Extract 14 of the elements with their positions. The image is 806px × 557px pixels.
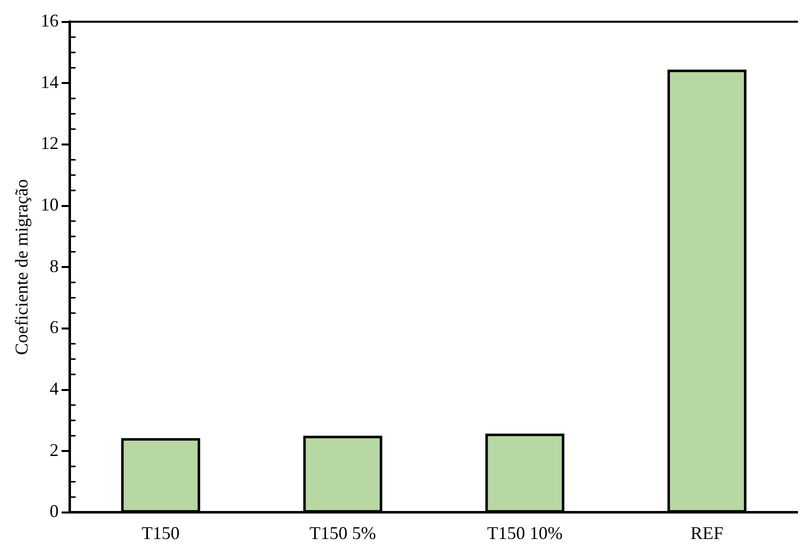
y-tick-label: 14 [40,72,59,92]
y-tick-label: 12 [40,133,59,154]
y-tick-label: 4 [50,378,59,398]
y-tick-label: 0 [50,501,59,522]
y-tick-label: 2 [50,440,59,460]
x-tick-label: T150 5% [310,522,376,543]
x-tick-label: T150 10% [487,522,563,543]
x-tick-label: T150 [142,522,180,543]
y-tick-label: 6 [50,317,59,338]
x-tick-label: REF [690,522,724,543]
y-tick-label: 8 [50,256,59,276]
y-tick-label: 16 [40,10,59,31]
y-axis-title: Coeficiente de migração [12,179,32,356]
y-tick-label: 10 [40,194,59,215]
